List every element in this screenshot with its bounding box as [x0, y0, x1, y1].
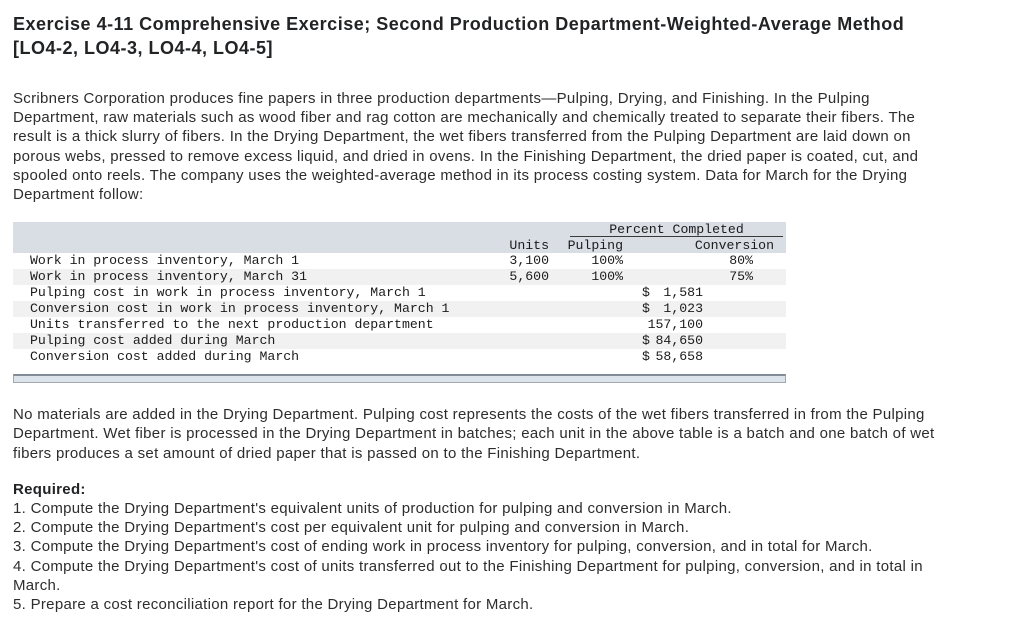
- row-padding: [753, 253, 786, 269]
- table-row: Pulping cost in work in process inventor…: [13, 285, 786, 302]
- amount-value: 1,023: [663, 301, 703, 317]
- row-label: Conversion cost in work in process inven…: [30, 301, 450, 317]
- required-item: 2. Compute the Drying Department's cost …: [13, 519, 690, 537]
- row-padding: [753, 285, 786, 301]
- units-value: [480, 317, 549, 333]
- amount-value: 157,100: [647, 317, 703, 333]
- row-padding: [753, 349, 786, 365]
- required-heading: Required:: [13, 480, 86, 498]
- required-item: 1. Compute the Drying Department's equiv…: [13, 500, 732, 518]
- amount-value: 58,658: [655, 349, 703, 365]
- learning-objectives: [LO4-2, LO4-3, LO4-4, LO4-5]: [13, 38, 274, 58]
- pulping-percent-value: [549, 301, 623, 317]
- row-padding: [753, 269, 786, 285]
- table-row: Units transferred to the next production…: [13, 317, 786, 334]
- table-body: Work in process inventory, March 1 3,100…: [13, 253, 786, 366]
- amount-cell: $58,658: [623, 349, 703, 365]
- row-padding: [753, 333, 786, 349]
- pulping-percent-value: [549, 285, 623, 301]
- amount-cell: [623, 269, 703, 285]
- pulping-percent-value: [549, 349, 623, 365]
- intro-paragraph: Scribners Corporation produces fine pape…: [13, 90, 919, 204]
- page-title: Exercise 4-11 Comprehensive Exercise; Se…: [13, 12, 1014, 60]
- row-label: Conversion cost added during March: [30, 349, 300, 365]
- row-label: Pulping cost in work in process inventor…: [30, 285, 426, 301]
- table-row: Work in process inventory, March 31 5,60…: [13, 269, 786, 286]
- required-list: 1. Compute the Drying Department's equiv…: [13, 499, 1014, 614]
- table-row: Conversion cost in work in process inven…: [13, 301, 786, 318]
- units-value: [480, 333, 549, 349]
- conversion-percent-value: [703, 349, 753, 365]
- column-header-row: Units Pulping Conversion: [13, 237, 786, 253]
- table-row: Conversion cost added during March $58,6…: [13, 349, 786, 366]
- label-column-header: [13, 237, 480, 254]
- conversion-percent-value: [703, 301, 753, 317]
- amount-cell: [623, 253, 703, 269]
- percent-completed-group-header: Percent Completed: [570, 222, 783, 238]
- required-item: 4. Compute the Drying Department's cost …: [13, 557, 923, 594]
- table-row: Pulping cost added during March $84,650: [13, 333, 786, 350]
- conversion-percent-value: 80%: [729, 253, 753, 269]
- amount-cell: 157,100: [623, 317, 703, 333]
- amount-cell: $1,023: [623, 301, 703, 317]
- note-paragraph: No materials are added in the Drying Dep…: [13, 406, 935, 462]
- units-column-header: Units: [509, 238, 549, 254]
- row-label: Work in process inventory, March 1: [30, 253, 300, 269]
- table-horizontal-scrollbar[interactable]: [13, 374, 786, 384]
- row-label: Units transferred to the next production…: [30, 317, 434, 333]
- row-label: Pulping cost added during March: [30, 333, 276, 349]
- units-value: [480, 285, 549, 301]
- conversion-percent-value: 75%: [729, 269, 753, 285]
- exercise-page: Exercise 4-11 Comprehensive Exercise; Se…: [13, 12, 1014, 614]
- conversion-percent-value: [703, 333, 753, 349]
- conversion-column-header: Conversion: [694, 238, 774, 254]
- required-item: 3. Compute the Drying Department's cost …: [13, 538, 873, 556]
- pulping-column-header: Pulping: [567, 238, 623, 254]
- units-value: 3,100: [509, 253, 549, 269]
- conversion-percent-value: [703, 317, 753, 333]
- amount-cell: $84,650: [623, 333, 703, 349]
- conversion-percent-value: [703, 285, 753, 301]
- row-padding: [753, 301, 786, 317]
- table-header: Percent Completed Units Pulping Conversi…: [13, 222, 786, 254]
- currency-symbol: $: [642, 333, 650, 349]
- row-label: Work in process inventory, March 31: [30, 269, 307, 285]
- currency-symbol: $: [642, 301, 650, 317]
- required-item: 5. Prepare a cost reconciliation report …: [13, 596, 534, 614]
- currency-symbol: $: [642, 349, 650, 365]
- amount-value: 84,650: [655, 333, 703, 349]
- group-header-row: Percent Completed: [13, 222, 786, 238]
- units-value: [480, 349, 549, 365]
- units-value: 5,600: [509, 269, 549, 285]
- pulping-percent-value: 100%: [591, 253, 623, 269]
- pulping-percent-value: [549, 317, 623, 333]
- pulping-percent-value: 100%: [591, 269, 623, 285]
- units-value: [480, 301, 549, 317]
- production-data-table: Percent Completed Units Pulping Conversi…: [13, 222, 786, 384]
- amount-value: 1,581: [663, 285, 703, 301]
- row-padding: [753, 317, 786, 333]
- currency-symbol: $: [642, 285, 650, 301]
- page-title-line1: Exercise 4-11 Comprehensive Exercise; Se…: [13, 14, 905, 34]
- amount-cell: $1,581: [623, 285, 703, 301]
- pulping-percent-value: [549, 333, 623, 349]
- table-row: Work in process inventory, March 1 3,100…: [13, 253, 786, 270]
